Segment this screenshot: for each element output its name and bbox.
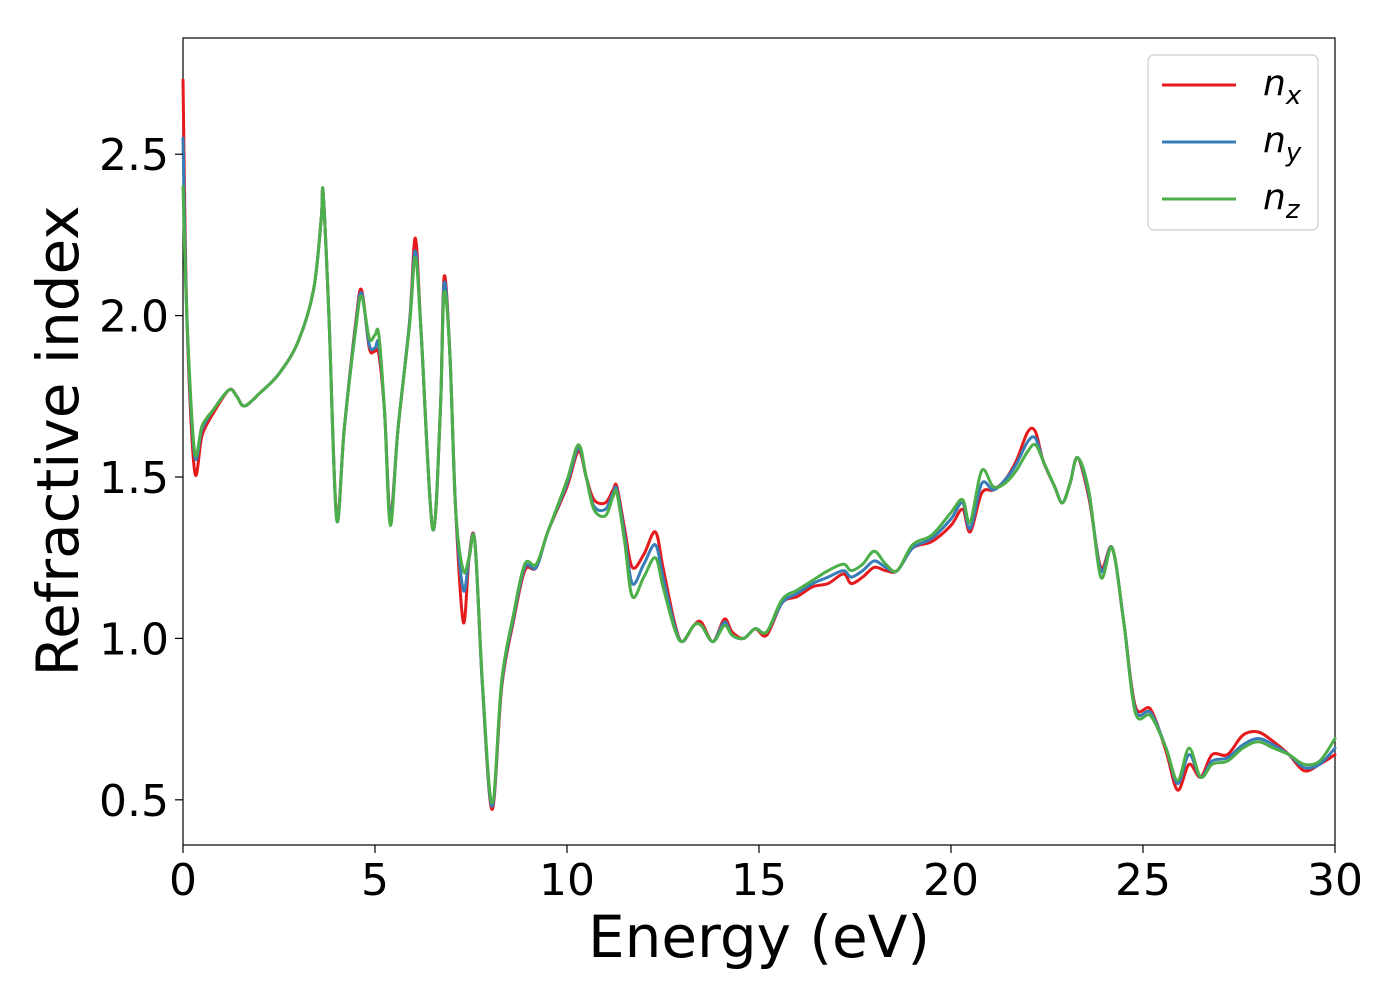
x-axis-label: Energy (eV) xyxy=(588,903,930,971)
legend-label-z: nz xyxy=(1263,177,1301,225)
y-axis-ticks: 0.5 1.0 1.5 2.0 2.5 xyxy=(99,130,183,827)
y-tick-label: 2.5 xyxy=(99,130,169,181)
legend-label-subscript: y xyxy=(1285,138,1302,168)
legend-label-subscript: x xyxy=(1285,81,1302,111)
series-line-z xyxy=(181,184,1337,805)
series-layer xyxy=(181,78,1337,811)
x-tick-label: 5 xyxy=(361,855,389,906)
legend-label-x: nx xyxy=(1263,63,1302,111)
x-axis-ticks: 0 5 10 15 20 25 30 xyxy=(169,845,1363,906)
y-tick-label: 1.5 xyxy=(99,453,169,504)
series-line-y xyxy=(181,136,1337,808)
legend-label-y: ny xyxy=(1263,120,1302,168)
x-tick-label: 10 xyxy=(539,855,595,906)
y-tick-label: 2.0 xyxy=(99,292,169,343)
x-tick-label: 0 xyxy=(169,855,197,906)
x-tick-label: 20 xyxy=(923,855,979,906)
legend-label-base: n xyxy=(1263,63,1286,104)
legend-label-base: n xyxy=(1263,120,1286,161)
x-tick-label: 15 xyxy=(731,855,787,906)
y-tick-label: 0.5 xyxy=(99,776,169,827)
x-tick-label: 30 xyxy=(1307,855,1363,906)
y-tick-label: 1.0 xyxy=(99,614,169,665)
x-tick-label: 25 xyxy=(1115,855,1171,906)
legend-label-subscript: z xyxy=(1285,195,1301,225)
y-axis-label: Refractive index xyxy=(24,205,92,676)
legend-label-base: n xyxy=(1263,177,1286,218)
